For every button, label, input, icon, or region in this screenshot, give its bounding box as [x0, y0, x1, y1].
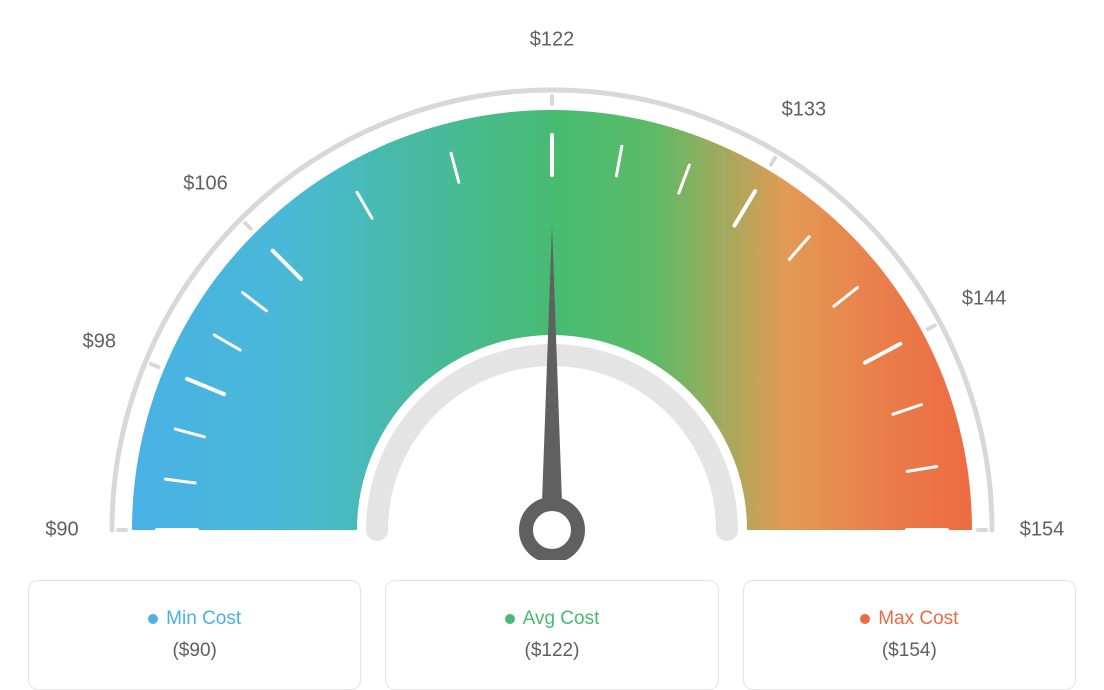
- legend-title: Max Cost: [860, 608, 958, 630]
- legend-title-text: Max Cost: [878, 608, 958, 630]
- gauge-tick-label: $133: [782, 98, 827, 121]
- gauge-tick-label: $154: [1020, 519, 1065, 542]
- gauge-tick-label: $122: [530, 29, 575, 52]
- legend-dot-icon: [505, 614, 515, 624]
- legend-item: Min Cost ($90): [28, 580, 361, 690]
- gauge-svg: [0, 0, 1104, 560]
- legend: Min Cost ($90) Avg Cost ($122) Max Cost ($154…: [0, 580, 1104, 690]
- legend-value: ($154): [882, 640, 937, 662]
- gauge-tick-label: $90: [45, 519, 78, 542]
- gauge-container: $90 $98 $106 $122 $133 $144 $154: [0, 0, 1104, 560]
- legend-dot-icon: [860, 614, 870, 624]
- legend-title: Avg Cost: [505, 608, 600, 630]
- legend-value: ($90): [172, 640, 216, 662]
- legend-title-text: Min Cost: [166, 608, 241, 630]
- legend-title-text: Avg Cost: [523, 608, 600, 630]
- legend-dot-icon: [148, 614, 158, 624]
- gauge-tick-label: $98: [83, 331, 116, 354]
- legend-title: Min Cost: [148, 608, 241, 630]
- legend-item: Max Cost ($154): [743, 580, 1076, 690]
- legend-value: ($122): [525, 640, 580, 662]
- gauge-tick-label: $106: [183, 172, 228, 195]
- gauge-tick-label: $144: [962, 288, 1007, 311]
- legend-item: Avg Cost ($122): [385, 580, 718, 690]
